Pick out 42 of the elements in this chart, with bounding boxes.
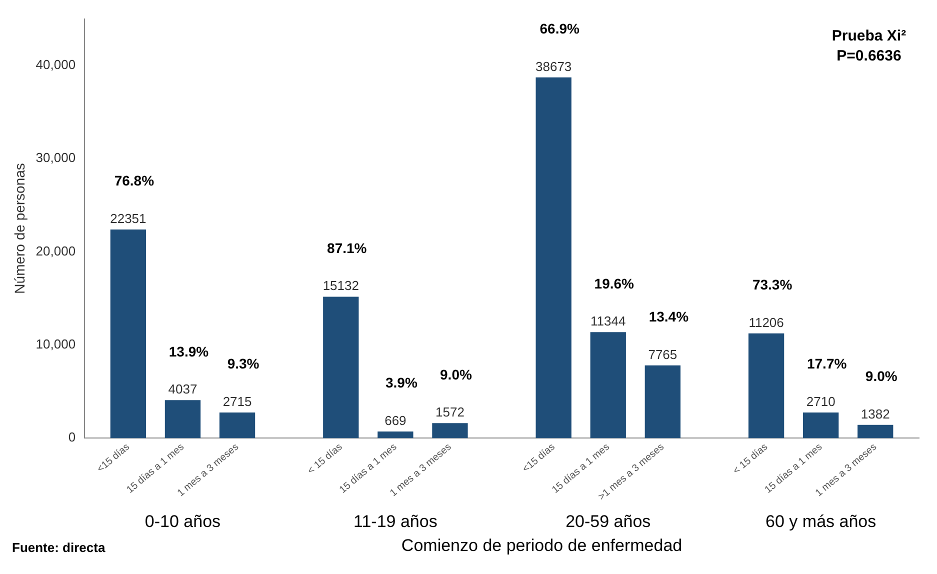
data-label: 669 — [384, 412, 406, 428]
annotation: 9.3% — [227, 356, 260, 372]
y-tick-label: 20,000 — [36, 243, 76, 258]
data-label: 11344 — [590, 313, 626, 328]
y-tick-label: 10,000 — [36, 336, 76, 352]
data-label: 1382 — [860, 406, 890, 422]
y-axis-title: Número de personas — [11, 163, 28, 294]
data-label: 22351 — [110, 210, 146, 226]
data-label: 1572 — [436, 404, 464, 420]
x-tick-label: <15 días — [95, 442, 132, 475]
data-label: 7765 — [648, 346, 678, 362]
data-label: 11206 — [748, 314, 784, 330]
source-note: Fuente: directa — [12, 540, 106, 556]
text: 0-10 años — [144, 512, 221, 532]
annotation: 17.7% — [806, 356, 848, 372]
data-label: 15132 — [322, 278, 359, 294]
text: 11-19 años — [354, 512, 438, 532]
y-tick-label: 30,000 — [36, 150, 76, 166]
annotation: 13.9% — [168, 343, 210, 360]
x-axis-title: Comienzo de periodo de enfermedad — [401, 536, 682, 556]
annotation: 3.9% — [385, 374, 418, 391]
data-label: 2710 — [806, 394, 836, 409]
annotation: P=0.6636 — [836, 47, 902, 64]
annotation: 73.3% — [752, 276, 793, 293]
annotation: 13.4% — [648, 308, 690, 325]
data-label: 38673 — [536, 58, 572, 74]
x-tick-label: <15 días — [520, 442, 558, 475]
x-tick-label: < 15 días — [731, 442, 770, 477]
text: 60 y más años — [766, 512, 876, 532]
y-tick-label: 40,000 — [36, 56, 76, 72]
data-label: 4037 — [168, 382, 198, 397]
annotation: 87.1% — [327, 240, 368, 256]
annotation: 9.0% — [865, 368, 898, 384]
text: 20-59 años — [566, 512, 651, 532]
annotation: 66.9% — [540, 20, 580, 37]
annotation: 76.8% — [114, 172, 155, 189]
annotation: 9.0% — [440, 366, 472, 382]
annotation: Prueba Xi² — [832, 27, 906, 44]
annotation: 19.6% — [594, 275, 635, 292]
data-label: 2715 — [222, 394, 252, 409]
y-tick-label: 0 — [68, 430, 76, 445]
x-tick-label: < 15 días — [306, 442, 345, 477]
